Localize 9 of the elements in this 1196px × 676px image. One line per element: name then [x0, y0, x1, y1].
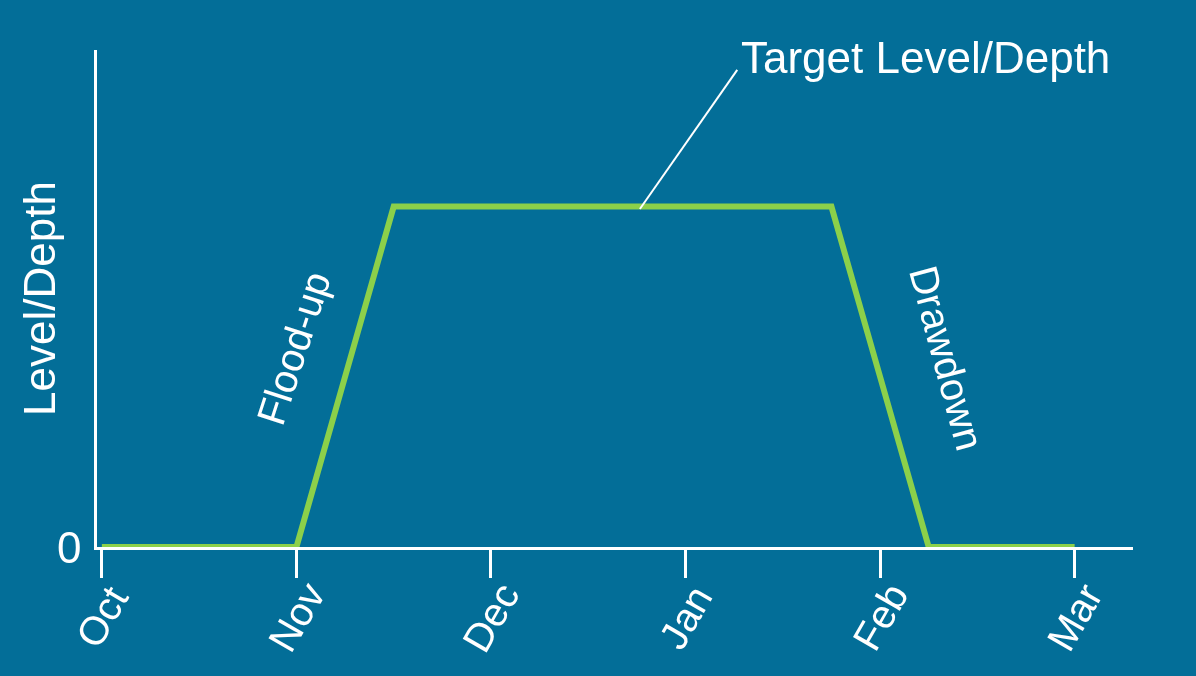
x-tick-label: Feb [843, 575, 917, 658]
annotation: Drawdown [900, 261, 993, 456]
x-tick-label: Dec [453, 575, 528, 660]
x-tick-label: Mar [1038, 576, 1111, 658]
text: 0 [57, 523, 82, 572]
x-tick-label: Oct [67, 578, 137, 655]
x-tick-label: Jan [650, 578, 721, 657]
y-axis-title: Level/Depth [15, 181, 65, 416]
text: Target Level/Depth [741, 33, 1111, 82]
